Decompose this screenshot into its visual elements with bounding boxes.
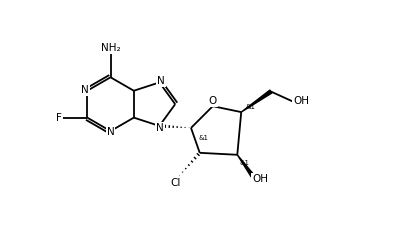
Polygon shape (237, 155, 255, 178)
Text: NH₂: NH₂ (101, 43, 120, 53)
Text: N: N (157, 76, 165, 86)
Text: N: N (81, 85, 89, 95)
Polygon shape (241, 90, 272, 112)
Text: &1: &1 (245, 104, 255, 110)
Text: OH: OH (293, 96, 309, 106)
Text: OH: OH (252, 174, 268, 184)
Text: &1: &1 (198, 135, 208, 141)
Text: &1: &1 (239, 160, 249, 166)
Text: N: N (107, 127, 115, 137)
Text: Cl: Cl (171, 178, 181, 188)
Text: N: N (156, 122, 164, 132)
Text: O: O (209, 96, 217, 106)
Text: F: F (56, 113, 62, 123)
